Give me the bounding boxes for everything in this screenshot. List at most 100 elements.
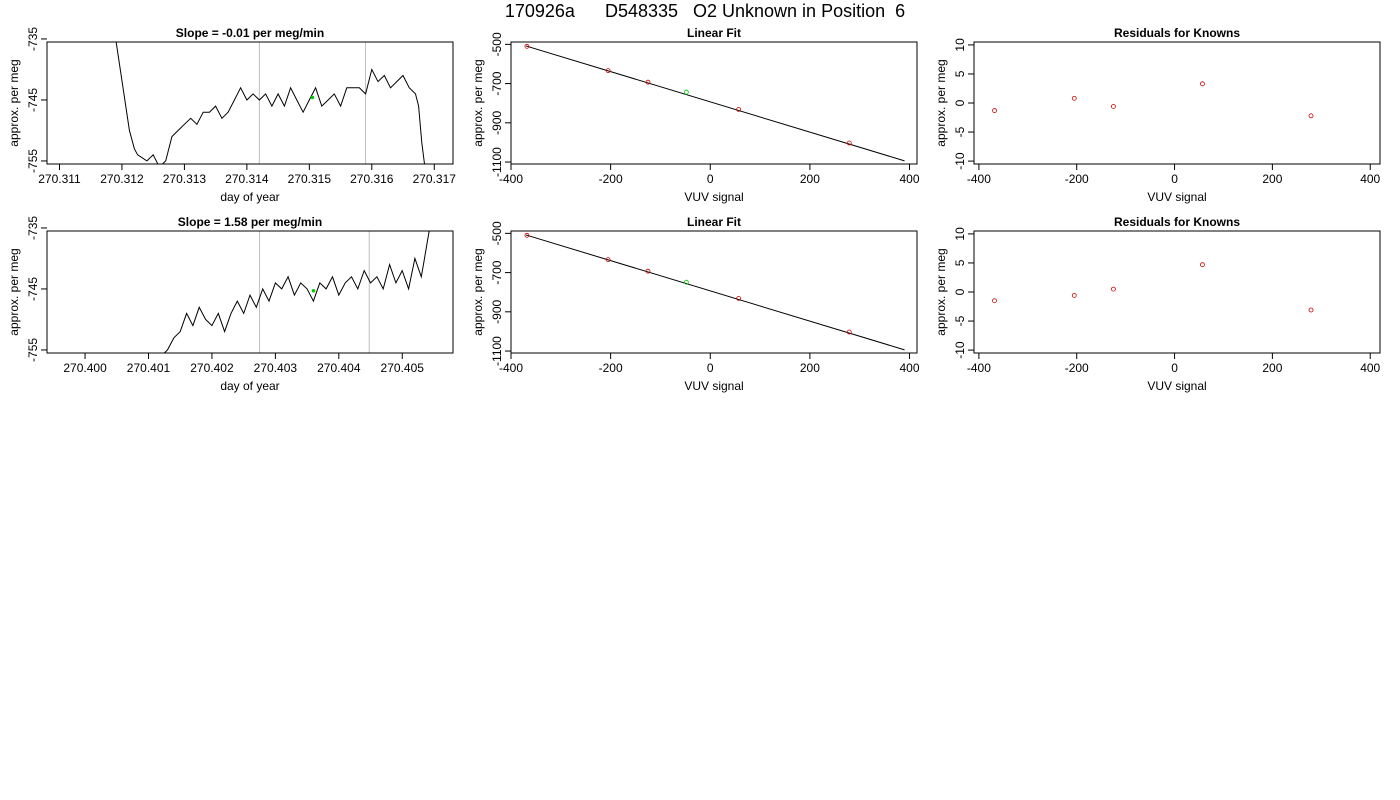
residual-point <box>992 108 997 113</box>
residual-point <box>992 298 997 304</box>
y-tick-label: 0 <box>953 288 967 295</box>
known-point <box>736 296 742 301</box>
x-tick-label: 270.313 <box>163 172 207 186</box>
x-tick-label: 270.316 <box>350 172 394 186</box>
plot-frame <box>46 230 454 354</box>
x-tick-label: 200 <box>1262 361 1282 375</box>
residual-point <box>1071 293 1077 298</box>
x-axis-label: VUV signal <box>1147 190 1206 204</box>
x-axis-label: day of year <box>220 190 279 204</box>
chart-title: Linear Fit <box>687 26 741 40</box>
plot-frame <box>510 230 918 354</box>
x-tick-label: 400 <box>900 172 920 186</box>
x-tick-label: 270.312 <box>100 172 144 186</box>
unknown-marker <box>311 288 316 293</box>
chart-panel-1: Slope = -0.01 per meg/min day of year appr… <box>7 26 456 204</box>
plot-frame <box>973 230 1381 354</box>
y-tick-label: -700 <box>490 260 504 284</box>
x-axis-label: VUV signal <box>684 379 743 393</box>
x-tick-label: 200 <box>800 361 820 375</box>
x-tick-label: 0 <box>707 361 714 375</box>
y-tick-label: -700 <box>490 71 504 95</box>
residual-point <box>1071 95 1077 101</box>
residual-point <box>1308 113 1314 119</box>
x-axis-label: day of year <box>220 379 279 393</box>
known-point <box>524 43 530 49</box>
y-axis-label: approx. per meg <box>934 248 948 335</box>
y-tick-label: -755 <box>26 149 40 173</box>
x-tick-label: 200 <box>800 172 820 186</box>
y-tick-label: -500 <box>490 221 504 245</box>
known-point <box>605 68 611 74</box>
series-line <box>163 231 430 353</box>
y-tick-label: 10 <box>953 38 967 52</box>
known-point <box>645 79 651 85</box>
x-tick-label: 270.403 <box>254 361 298 375</box>
x-axis-label: VUV signal <box>684 190 743 204</box>
x-tick-label: 270.317 <box>413 172 457 186</box>
chart-title: Slope = 1.58 per meg/min <box>178 215 322 229</box>
plot-area <box>163 231 430 353</box>
x-tick-label: 0 <box>707 172 714 186</box>
x-tick-label: -400 <box>967 172 991 186</box>
y-tick-label: -755 <box>26 338 40 362</box>
x-tick-label: -200 <box>599 361 623 375</box>
plot-frame <box>46 41 454 165</box>
y-tick-label: -745 <box>26 277 40 301</box>
known-point <box>645 268 651 274</box>
x-tick-label: -400 <box>499 361 523 375</box>
y-tick-label: -745 <box>26 88 40 112</box>
x-tick-label: -200 <box>1065 361 1089 375</box>
known-point <box>605 257 611 263</box>
x-tick-label: 400 <box>1360 172 1380 186</box>
residual-point <box>1111 104 1116 109</box>
unknown-point <box>683 89 689 95</box>
plot-area <box>992 81 1314 119</box>
chart-title: Linear Fit <box>687 215 741 229</box>
residual-point <box>1200 262 1205 268</box>
known-point <box>846 140 852 146</box>
x-tick-label: 0 <box>1171 361 1178 375</box>
unknown-point <box>683 279 689 285</box>
plot-frame <box>510 41 918 165</box>
chart-title: Slope = -0.01 per meg/min <box>176 26 324 40</box>
plot-frame <box>973 41 1381 165</box>
y-axis-label: approx. per meg <box>471 248 485 335</box>
known-point <box>736 107 742 112</box>
y-tick-label: -900 <box>490 110 504 134</box>
residual-point <box>1308 307 1314 313</box>
y-tick-label: -1100 <box>490 336 504 366</box>
page-title: 170926a D548335 O2 Unknown in Position 6 <box>504 1 906 21</box>
plot-area <box>115 42 426 164</box>
x-tick-label: 270.400 <box>63 361 107 375</box>
unknown-marker <box>310 95 315 100</box>
y-tick-label: -5 <box>953 126 967 137</box>
x-axis-label: VUV signal <box>1147 379 1206 393</box>
plot-area <box>524 43 905 162</box>
x-tick-label: -200 <box>1065 172 1089 186</box>
x-tick-label: -400 <box>499 172 523 186</box>
x-tick-label: 0 <box>1171 172 1178 186</box>
y-tick-label: 0 <box>953 99 967 106</box>
known-point <box>846 329 852 335</box>
x-tick-label: -200 <box>599 172 623 186</box>
residual-point <box>1111 286 1116 292</box>
y-tick-label: 5 <box>953 70 967 77</box>
chart-panel-2: Linear Fit VUV signal approx. per meg -400 -… <box>471 26 920 204</box>
plot-area <box>992 262 1314 313</box>
y-axis-label: approx. per meg <box>471 59 485 146</box>
residual-point <box>1200 81 1205 87</box>
x-tick-label: 270.401 <box>127 361 171 375</box>
plot-area <box>524 232 905 351</box>
x-tick-label: 270.311 <box>38 172 81 186</box>
y-axis-label: approx. per meg <box>7 248 21 335</box>
y-axis-label: approx. per meg <box>7 59 21 146</box>
y-axis-label: approx. per meg <box>934 59 948 146</box>
y-tick-label: -5 <box>953 315 967 326</box>
fit-line <box>525 45 905 162</box>
y-tick-label: -10 <box>953 341 967 359</box>
series-line <box>115 42 426 164</box>
y-tick-label: 5 <box>953 259 967 266</box>
chart-panel-4: Slope = 1.58 per meg/min day of year appro… <box>7 215 454 393</box>
chart-title: Residuals for Knowns <box>1114 215 1240 229</box>
